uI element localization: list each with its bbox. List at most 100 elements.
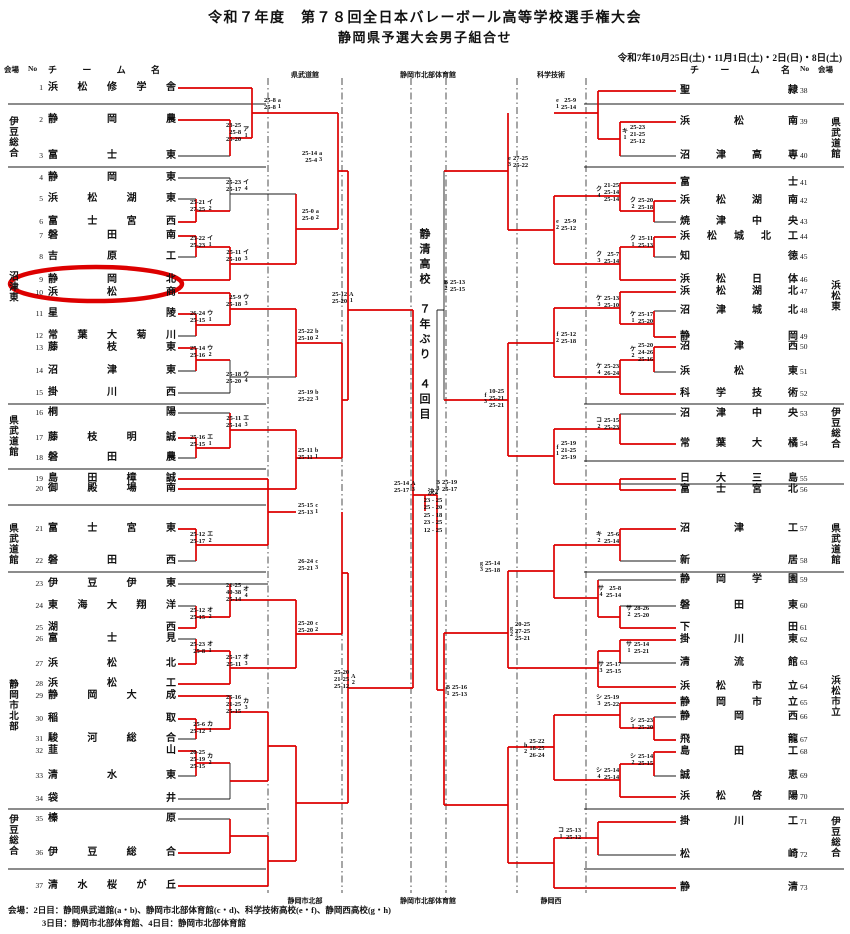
venue-bottom-label: 静岡市北部体育館	[400, 897, 456, 905]
team-name: 伊豆総合	[48, 847, 176, 858]
match-score: ケ 1 25-17 25-20	[630, 311, 653, 325]
venue-top-label: 科学技術	[537, 71, 565, 79]
match-sets: 25-11 25-13	[638, 235, 654, 249]
match-sets: 25-14 25-16	[190, 345, 206, 359]
match-sets: 25-17 25-11	[226, 654, 242, 668]
match-sets: 25-9 25-18	[226, 294, 242, 308]
team-name: 島田工	[680, 746, 798, 757]
team-name: 磐田西	[48, 555, 176, 566]
team-name: 静岡市立	[680, 697, 798, 708]
match-sets: 25-21 27-25	[190, 199, 206, 213]
team-no: 67	[800, 735, 808, 744]
final-set-score: 25 - 18	[423, 511, 443, 519]
venue-top-label: 県武道館	[291, 71, 319, 79]
team-no: 69	[800, 771, 808, 780]
match-sets: 21-25 25-14 25-14	[604, 182, 620, 203]
footnote-line2: 3日目：静岡市北部体育館、4日目：静岡市北部体育館	[42, 918, 247, 928]
team-no: 19	[35, 474, 44, 483]
match-sets: 25-12 25-18	[561, 331, 577, 345]
match-score: 25-9 25-18 ウ 3	[226, 294, 249, 308]
match-sets: 25-13 25-12	[566, 827, 582, 841]
match-score: 25-12 25-20 A 1	[332, 291, 354, 305]
match-score: サ 3 25-17 25-15	[598, 661, 621, 675]
team-no: 70	[800, 792, 808, 801]
team-name: 清水東	[48, 770, 176, 781]
match-sets: 25-23 21-25 25-12	[630, 124, 646, 145]
team-name: 吉原工	[48, 251, 176, 262]
team-no: 53	[800, 409, 808, 418]
match-score: ケ 2 25-20 24-26 25-16	[630, 342, 653, 363]
team-name: 袋井	[48, 793, 176, 804]
match-sets: 25-12 25-15	[190, 607, 206, 621]
match-score: 25-23 25-17 イ 4	[226, 179, 249, 193]
match-score: 25-15 25-13 c 1	[298, 502, 318, 516]
match-score: 26-24 25-15 ウ 1	[190, 310, 213, 324]
match-score: 25-22 25-10 b 2	[298, 328, 319, 342]
highlight-ellipse	[7, 264, 185, 304]
team-no: 12	[35, 331, 44, 340]
team-no: 16	[35, 408, 44, 417]
team-no: 36	[35, 848, 44, 857]
team-name: 常葉大橘	[680, 438, 798, 449]
match-sets: 25-20 21-25 25-12	[334, 669, 350, 690]
match-sets: 25-23 26-24	[604, 363, 620, 377]
team-name: 島田樟誠	[48, 473, 176, 484]
team-name: 富士宮北	[680, 484, 798, 495]
team-name: 浜松城北工	[680, 231, 798, 242]
team-no: 42	[800, 196, 808, 205]
team-name: 榛原	[48, 813, 176, 824]
team-no: 37	[35, 881, 44, 890]
team-name: 沼津城北	[680, 305, 798, 316]
match-sets: 25-15 25-23	[604, 417, 620, 431]
match-sets: 25-20 25-20	[298, 620, 314, 634]
match-sets: 25-22 25-10	[298, 328, 314, 342]
team-no: 61	[800, 623, 808, 632]
team-name: 伊豆伊東	[48, 578, 176, 589]
match-score: コ 1 25-13 25-12	[558, 827, 581, 841]
header-char: ー	[720, 65, 730, 75]
match-score: 25-12 25-15 オ 2	[190, 607, 213, 621]
team-name: 磐田農	[48, 452, 176, 463]
match-score: キ 2 25-6 25-14	[596, 531, 619, 545]
team-no: 68	[800, 747, 808, 756]
venue-group-label: 伊豆総合	[829, 816, 839, 858]
venue-group-label: 浜松東	[829, 279, 839, 312]
team-name: 浜松日体	[680, 274, 798, 285]
match-score: シ 1 25-23 25-20	[630, 717, 653, 731]
team-name: 焼津中央	[680, 216, 798, 227]
match-score: サ 1 25-14 25-21	[626, 641, 649, 655]
venue-group-label: 浜松市立	[829, 675, 839, 717]
team-no: 43	[800, 217, 808, 226]
header-right-no: No	[800, 64, 810, 73]
match-sets: 25-19 21-25 25-19	[561, 440, 577, 461]
match-score: ク 1 25-11 25-13	[630, 235, 653, 249]
venue-top-label: 静岡市北部体育館	[400, 71, 456, 79]
team-no: 59	[800, 575, 808, 584]
venue-group-label: 伊豆総合	[829, 407, 839, 449]
team-no: 63	[800, 658, 808, 667]
match-sets: 25-14 25-18	[485, 560, 501, 574]
team-no: 54	[800, 439, 808, 448]
group-separator-lines	[8, 103, 844, 870]
team-name: 静岡北	[48, 274, 176, 285]
team-no: 34	[35, 794, 44, 803]
team-name: 富士東	[48, 150, 176, 161]
match-score: e 3 27-25 25-22	[508, 155, 528, 169]
header-right-venue: 会場	[818, 65, 833, 74]
